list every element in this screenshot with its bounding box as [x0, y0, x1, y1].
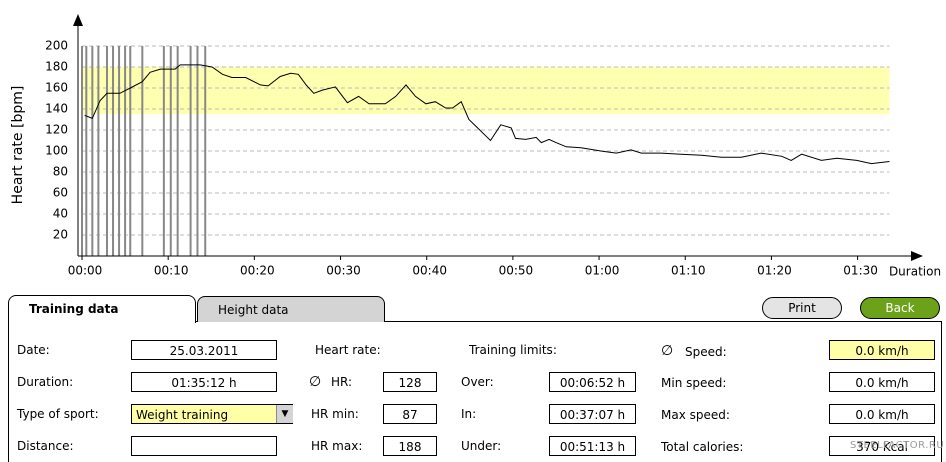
y-tick-label: 140: [45, 102, 68, 116]
label: Total calories:: [661, 440, 744, 454]
input[interactable]: 188: [383, 436, 437, 456]
x-tick-label: 00:30: [326, 264, 361, 278]
input[interactable]: 00:51:13 h: [549, 436, 636, 456]
input[interactable]: 87: [383, 404, 437, 424]
tab[interactable]: Height data: [197, 296, 385, 322]
label: Duration:: [17, 375, 74, 389]
label: Date:: [17, 343, 50, 357]
y-arrow: [73, 14, 83, 26]
input[interactable]: 0.0 km/h: [829, 372, 935, 392]
label: Over:: [461, 375, 494, 389]
label: Speed:: [685, 345, 727, 359]
x-tick-label: 00:20: [240, 264, 275, 278]
label: HR max:: [311, 439, 363, 453]
label: Under:: [461, 439, 502, 453]
hr-line: [84, 64, 890, 165]
input[interactable]: 370 Kcal: [829, 436, 935, 456]
target-zone: [82, 67, 890, 115]
x-tick-label: 00:10: [154, 264, 189, 278]
avg-symbol: ∅: [309, 374, 322, 390]
x-tick-label: 00:40: [412, 264, 447, 278]
y-tick-label: 40: [53, 207, 68, 221]
input[interactable]: 01:35:12 h: [131, 372, 277, 392]
y-tick-label: 100: [45, 144, 68, 158]
label: HR min:: [311, 407, 359, 421]
x-tick-label: 01:30: [843, 264, 878, 278]
label: Training limits:: [469, 343, 557, 357]
input[interactable]: 128: [383, 372, 437, 392]
x-tick-label: 01:10: [671, 264, 706, 278]
label: Type of sport:: [17, 407, 99, 421]
input[interactable]: 25.03.2011: [131, 340, 277, 360]
label: Distance:: [17, 439, 74, 453]
chart: 20 40 60 80 100 120 140 160 180 200 00:00 00:10 00:2…: [10, 14, 941, 279]
x-axis-label: Duration: [889, 265, 941, 279]
label: Max speed:: [661, 408, 730, 422]
print-button[interactable]: Print: [762, 297, 842, 319]
select[interactable]: Weight training: [131, 404, 293, 424]
dropdown-arrow[interactable]: ▼: [276, 405, 293, 423]
watermark: STEELFACTOR.RU: [850, 440, 945, 451]
input[interactable]: 00:06:52 h: [549, 372, 636, 392]
x-tick-label: 00:50: [499, 264, 534, 278]
x-tick-label: 00:00: [68, 264, 103, 278]
panel: [8, 321, 942, 462]
x-tick-label: 01:00: [585, 264, 620, 278]
input[interactable]: 0.0 km/h: [829, 340, 935, 360]
label: In:: [461, 407, 477, 421]
x-arrow: [911, 251, 923, 261]
y-tick-label: 20: [53, 228, 68, 242]
label: Min speed:: [661, 376, 727, 390]
back-button[interactable]: Back: [860, 297, 940, 319]
tab[interactable]: Training data: [8, 295, 196, 323]
input[interactable]: [131, 436, 277, 456]
y-tick-label: 160: [45, 81, 68, 95]
avg-symbol: ∅: [661, 343, 674, 359]
label: HR:: [331, 375, 353, 389]
y-tick-label: 200: [45, 39, 68, 53]
y-tick-label: 60: [53, 186, 68, 200]
input[interactable]: 00:37:07 h: [549, 404, 636, 424]
x-tick-label: 01:20: [757, 264, 792, 278]
y-tick-label: 180: [45, 60, 68, 74]
y-tick-label: 120: [45, 123, 68, 137]
y-tick-label: 80: [53, 165, 68, 179]
y-axis-label: Heart rate [bpm]: [10, 86, 26, 205]
label: Heart rate:: [315, 343, 381, 357]
input[interactable]: 0.0 km/h: [829, 404, 935, 424]
